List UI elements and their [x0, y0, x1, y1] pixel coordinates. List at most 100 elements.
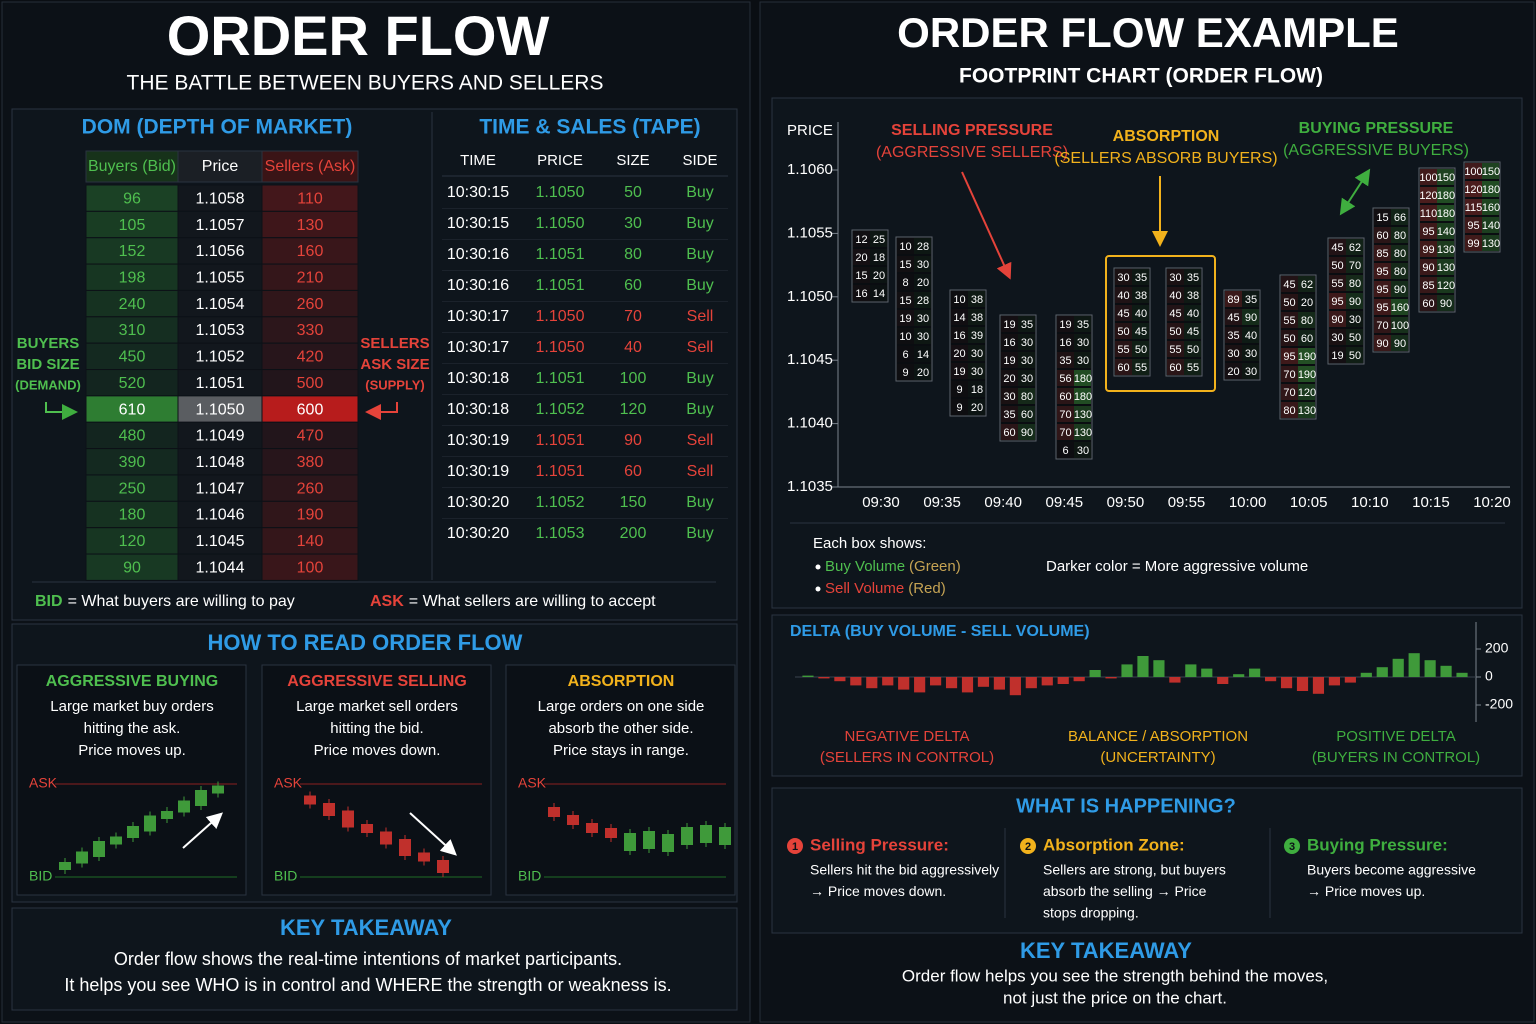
- card: [16, 664, 247, 896]
- footprint-value: 100: [1419, 172, 1437, 184]
- x-tick-label: 09:45: [1046, 494, 1084, 511]
- table-text: 90: [123, 559, 141, 576]
- sell-cell: [1057, 388, 1074, 404]
- sell-cell: [951, 363, 968, 379]
- bar: [898, 677, 910, 690]
- buy-cell: [1298, 312, 1315, 328]
- sell-cell: [1281, 312, 1298, 328]
- footprint-value: 28: [917, 295, 929, 307]
- sell-cell: [1001, 316, 1018, 332]
- x-tick-label: 10:10: [1351, 494, 1389, 511]
- footprint-value: 50: [1283, 297, 1295, 309]
- tape-text: 1.1052: [536, 401, 585, 418]
- tape-text: 80: [624, 246, 642, 263]
- table-text: 390: [119, 454, 146, 471]
- footprint-value: 19: [1059, 319, 1071, 331]
- sell-cell: [1374, 335, 1391, 351]
- candle: [681, 827, 693, 845]
- footprint-value: 45: [1283, 279, 1295, 291]
- sell-cell: [1115, 323, 1132, 339]
- zone-label: NEGATIVE DELTA: [844, 728, 969, 745]
- sell-cell: [1057, 316, 1074, 332]
- footprint-value: 180: [1074, 391, 1092, 403]
- table-text: 310: [119, 322, 146, 339]
- table-text: 600: [297, 401, 324, 418]
- footprint-value: 8: [902, 277, 908, 289]
- footprint-value: 80: [1394, 230, 1406, 242]
- annotation: (AGGRESSIVE SELLERS): [876, 144, 1068, 161]
- sell-cell: [1420, 241, 1437, 257]
- table-text: 1.1055: [196, 269, 245, 286]
- candle: [643, 831, 655, 849]
- sell-cell: [1329, 347, 1346, 363]
- sell-cell: [1374, 281, 1391, 297]
- sell-cell: [1057, 334, 1074, 350]
- tape-text: Buy: [686, 525, 714, 542]
- buy-cell: [1346, 311, 1363, 327]
- footprint-value: 6: [1062, 445, 1068, 457]
- footprint-value: 80: [1394, 266, 1406, 278]
- bullet: [815, 564, 821, 570]
- footprint-value: 99: [1422, 244, 1434, 256]
- bar: [1169, 677, 1181, 683]
- sell-cell: [1374, 227, 1391, 243]
- candle: [93, 841, 105, 857]
- footprint-value: 45: [1227, 312, 1239, 324]
- takeaway-text: Order flow helps you see the strength be…: [902, 966, 1328, 985]
- buy-cell: [1346, 239, 1363, 255]
- table-text: 250: [119, 480, 146, 497]
- buy-cell: [1074, 406, 1091, 422]
- bar: [1137, 656, 1149, 677]
- bar: [1233, 674, 1245, 677]
- footprint-value: 56: [1059, 373, 1071, 385]
- table-text: 470: [297, 428, 324, 445]
- table-text: 130: [297, 217, 324, 234]
- footprint-value: 130: [1437, 244, 1455, 256]
- sell-cell: [1420, 295, 1437, 311]
- bar: [1328, 677, 1340, 686]
- sell-cell: [1001, 334, 1018, 350]
- table-cell: [261, 184, 359, 212]
- table-text: 480: [119, 428, 146, 445]
- footprint-value: 130: [1482, 238, 1500, 250]
- footprint-value: 30: [1245, 366, 1257, 378]
- footprint-value: 18: [971, 384, 983, 396]
- card-text: Large market buy orders: [50, 698, 213, 715]
- tape-text: 90: [624, 432, 642, 449]
- legend-name: Sell Volume: [825, 580, 904, 597]
- legend-entry: Sell Volume (Red): [825, 580, 946, 597]
- buy-cell: [1184, 305, 1201, 321]
- footprint-value: 28: [917, 241, 929, 253]
- card-text: Price moves down.: [314, 742, 441, 759]
- tape-text: 10:30:15: [447, 184, 509, 201]
- footprint-value: 55: [1135, 362, 1147, 374]
- buy-cell: [1346, 347, 1363, 363]
- buy-cell: [1018, 316, 1035, 332]
- footprint-value: 30: [917, 259, 929, 271]
- buy-cell: [1346, 257, 1363, 273]
- table-cell: [177, 237, 263, 265]
- table-cell: [261, 421, 359, 450]
- table-cell: [261, 237, 359, 265]
- buy-cell: [1184, 359, 1201, 375]
- table-text: 1.1053: [196, 322, 245, 339]
- footprint-value: 60: [1117, 362, 1129, 374]
- table-cell: [85, 553, 179, 581]
- footprint-value: 95: [1376, 266, 1388, 278]
- sell-cell: [1420, 187, 1437, 203]
- bar: [993, 677, 1005, 690]
- footprint-value: 14: [917, 349, 929, 361]
- footprint-box-frame: [1463, 161, 1501, 253]
- candle: [342, 810, 354, 828]
- tape-text: 10:30:19: [447, 463, 509, 480]
- sell-cell: [1001, 388, 1018, 404]
- footprint-value: 45: [1135, 326, 1147, 338]
- buy-cell: [1018, 388, 1035, 404]
- footprint-value: 60: [1169, 362, 1181, 374]
- footprint-value: 95: [1467, 220, 1479, 232]
- footprint-value: 70: [1376, 320, 1388, 332]
- footprint-value: 10: [899, 241, 911, 253]
- absorption-frame: [1105, 255, 1216, 392]
- card-text: Large orders on one side: [538, 698, 705, 715]
